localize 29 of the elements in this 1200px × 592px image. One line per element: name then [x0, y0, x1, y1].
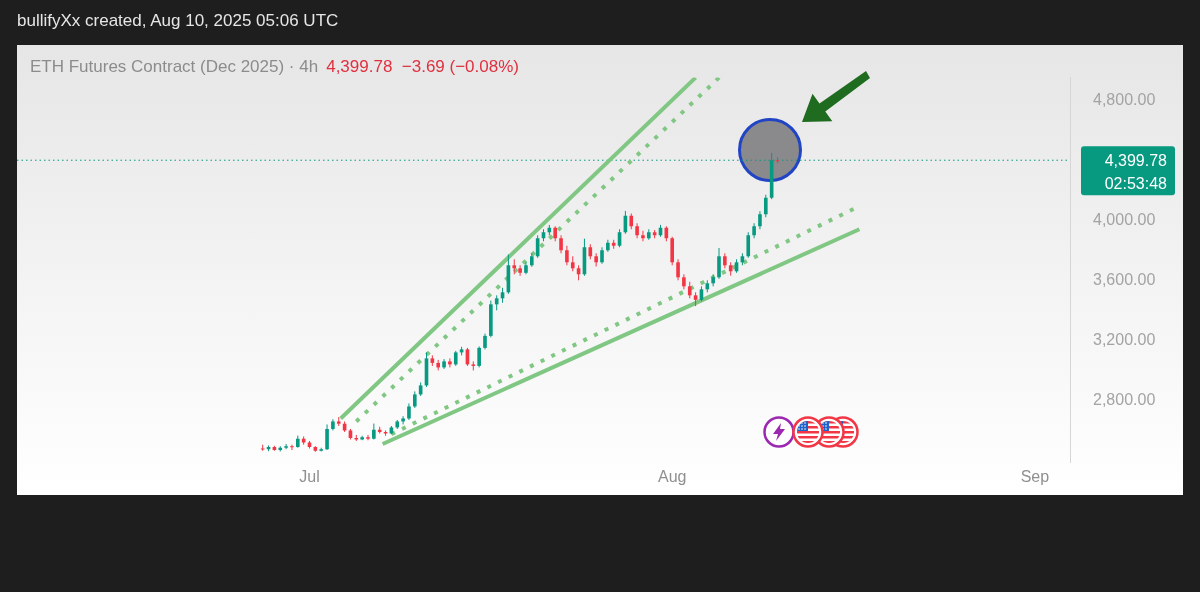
candlestick: [284, 443, 288, 450]
text: bullifyXx created, Aug 10, 2025 05:06 UTC: [17, 11, 339, 31]
candlestick: [366, 434, 370, 441]
x-tick-label: Aug: [657, 468, 687, 486]
chart-title: ETH Futures Contract (Dec 2025) · 4h: [30, 57, 319, 77]
candlestick: [565, 245, 569, 266]
candlestick: [559, 234, 563, 254]
y-tick-label: 2,800.00: [1093, 390, 1156, 408]
candlestick: [641, 230, 645, 242]
ref-line-label: 4,399.78: [1104, 151, 1168, 169]
candlestick: [401, 415, 405, 425]
candlestick: [290, 444, 294, 451]
candlestick: [676, 258, 680, 281]
y-tick-label: 3,600.00: [1093, 270, 1156, 288]
y-tick-label: 4,800.00: [1093, 90, 1156, 108]
chart-subtitle: 4,399.78 −3.69 (−0.08%): [326, 57, 519, 77]
y-tick-label: 4,000.00: [1093, 210, 1156, 228]
text: 02:53:48: [1104, 174, 1168, 192]
candlestick: [325, 423, 329, 451]
x-tick-label: Jul: [299, 468, 320, 486]
candlestick: [448, 357, 452, 368]
candlestick: [477, 345, 481, 368]
candlestick: [717, 247, 721, 280]
candlestick: [763, 194, 768, 218]
candlestick: [758, 210, 762, 230]
candlestick: [518, 264, 522, 277]
x-tick-label: Sep: [1020, 468, 1050, 486]
candlestick: [746, 231, 751, 259]
y-tick-label: 3,200.00: [1093, 330, 1156, 348]
